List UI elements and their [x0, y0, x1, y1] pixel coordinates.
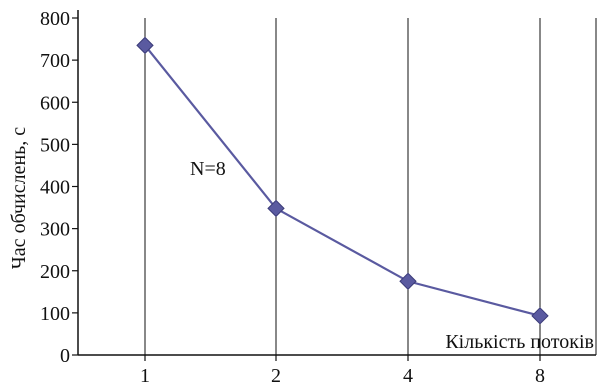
x-axis-title: Кількість потоків [445, 331, 594, 353]
series-annotation: N=8 [190, 158, 226, 180]
y-tick-label: 300 [40, 219, 70, 241]
series-line [144, 44, 541, 317]
y-tick-label: 200 [40, 261, 70, 283]
y-tick-label: 0 [60, 345, 70, 367]
y-tick-labels: 0 100 200 300 400 500 600 700 800 [40, 8, 78, 367]
data-point [267, 199, 285, 218]
y-tick-label: 500 [40, 134, 70, 156]
gridlines [144, 18, 597, 355]
data-point [136, 36, 154, 55]
y-tick-label: 100 [40, 303, 70, 325]
y-axis-title: Час обчислень, с [8, 127, 30, 269]
series [136, 36, 549, 325]
data-point [399, 272, 417, 290]
x-tick-labels: 1 2 4 8 [140, 355, 545, 383]
y-tick-label: 400 [40, 177, 70, 199]
x-tick-label: 1 [140, 365, 150, 383]
data-point [531, 307, 549, 325]
y-tick-label: 700 [40, 50, 70, 72]
x-tick-label: 8 [535, 365, 545, 383]
axes [77, 10, 596, 356]
x-tick-label: 2 [271, 365, 281, 383]
y-tick-label: 800 [40, 8, 70, 30]
x-tick-label: 4 [403, 365, 413, 383]
y-tick-label: 600 [40, 92, 70, 114]
